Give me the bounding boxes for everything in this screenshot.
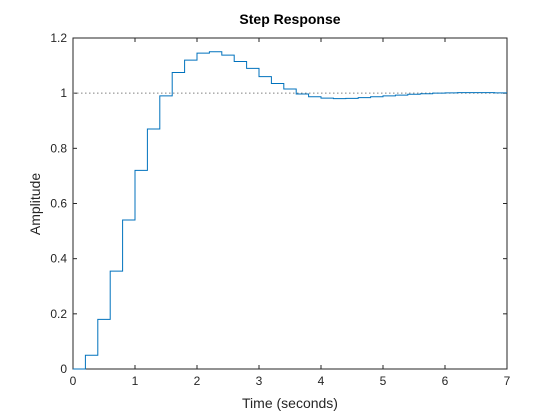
axes-box (72, 37, 508, 370)
plot-area (73, 51, 507, 370)
y-tick-label: 0 (60, 362, 67, 376)
x-tick-label: 7 (504, 374, 511, 388)
x-tick-label: 0 (70, 374, 77, 388)
y-tick-label: 0.2 (50, 307, 67, 321)
x-axis-title: Time (seconds) (242, 395, 338, 411)
x-tick-label: 4 (318, 374, 325, 388)
x-tick-label: 6 (442, 374, 449, 388)
chart-title: Step Response (239, 11, 340, 27)
y-tick-label: 0.8 (50, 141, 67, 155)
axes: 0 1 2 3 4 5 6 7 0 0.2 0.4 0.6 0.8 1 1.2 (50, 31, 510, 388)
y-tick-label: 1.2 (50, 31, 67, 45)
y-axis-title: Amplitude (27, 173, 43, 235)
y-tick-label: 0.6 (50, 197, 67, 211)
x-tick-label: 5 (380, 374, 387, 388)
step-response-series-line (73, 51, 507, 370)
x-tick-label: 2 (194, 374, 201, 388)
y-tick-label: 1 (60, 86, 67, 100)
x-tick-label: 1 (132, 374, 139, 388)
x-tick-label: 3 (256, 374, 263, 388)
y-tick-label: 0.4 (50, 252, 67, 266)
